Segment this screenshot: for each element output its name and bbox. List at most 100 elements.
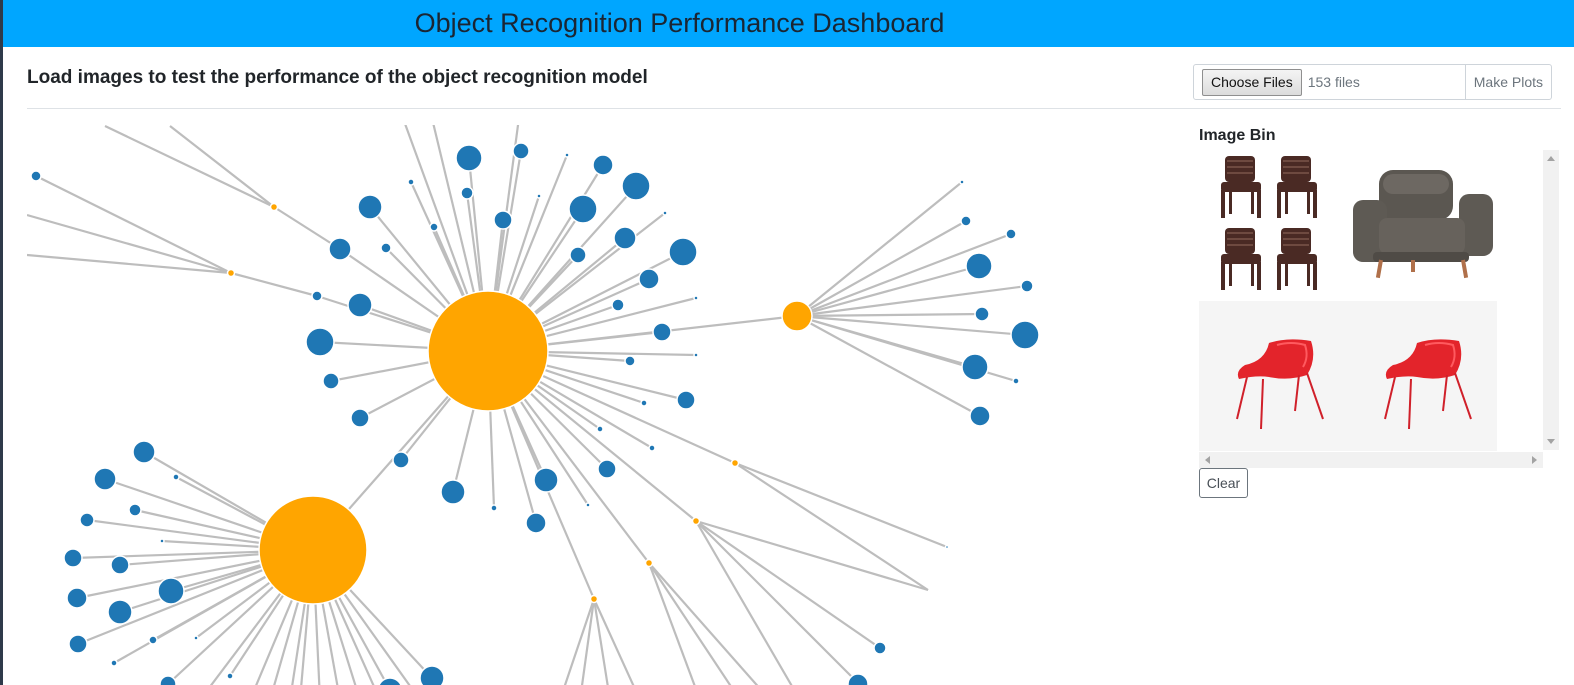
leaf-node[interactable]	[668, 237, 698, 267]
hub-node[interactable]	[589, 594, 599, 604]
leaf-node[interactable]	[569, 246, 587, 264]
leaf-node[interactable]	[611, 298, 625, 312]
leaf-node[interactable]	[328, 237, 352, 261]
leaf-node[interactable]	[159, 675, 177, 685]
page-title: Object Recognition Performance Dashboard	[414, 8, 945, 38]
leaf-node[interactable]	[93, 467, 117, 491]
leaf-node[interactable]	[63, 548, 83, 568]
leaf-node[interactable]	[693, 295, 699, 301]
leaf-node[interactable]	[350, 408, 370, 428]
leaf-node[interactable]	[676, 390, 696, 410]
leaf-node[interactable]	[960, 215, 972, 227]
leaf-node[interactable]	[193, 635, 199, 641]
leaf-node[interactable]	[597, 459, 617, 479]
leaf-node[interactable]	[460, 186, 474, 200]
image-bin-panel[interactable]	[1199, 150, 1559, 468]
leaf-node[interactable]	[959, 179, 965, 185]
leaf-node[interactable]	[493, 210, 513, 230]
leaf-node[interactable]	[322, 372, 340, 390]
leaf-node[interactable]	[1005, 228, 1017, 240]
leaf-node[interactable]	[79, 512, 95, 528]
leaf-node[interactable]	[159, 538, 165, 544]
leaf-node[interactable]	[107, 599, 133, 625]
leaf-node[interactable]	[512, 142, 530, 160]
leaf-node[interactable]	[638, 268, 660, 290]
horizontal-scrollbar[interactable]	[1199, 452, 1543, 468]
hub-node[interactable]	[644, 558, 654, 568]
leaf-node[interactable]	[311, 290, 323, 302]
leaf-node[interactable]	[440, 479, 466, 505]
leaf-node[interactable]	[157, 577, 185, 605]
leaf-node[interactable]	[1010, 320, 1040, 350]
leaf-node[interactable]	[652, 322, 672, 342]
leaf-node[interactable]	[378, 677, 402, 685]
leaf-node[interactable]	[965, 252, 993, 280]
scroll-left-arrow-icon[interactable]	[1205, 456, 1210, 464]
leaf-node[interactable]	[648, 444, 656, 452]
leaf-node[interactable]	[490, 504, 498, 512]
scroll-down-arrow-icon[interactable]	[1547, 439, 1555, 444]
make-plots-button[interactable]: Make Plots	[1464, 65, 1551, 99]
leaf-node[interactable]	[419, 665, 445, 685]
graph-edge	[695, 520, 793, 685]
leaf-node[interactable]	[357, 194, 383, 220]
leaf-node[interactable]	[148, 635, 158, 645]
leaf-node[interactable]	[640, 399, 648, 407]
hub-node[interactable]	[781, 300, 813, 332]
hub-node[interactable]	[691, 516, 701, 526]
clear-button[interactable]: Clear	[1199, 468, 1248, 498]
hub-node[interactable]	[269, 202, 279, 212]
leaf-node[interactable]	[592, 154, 614, 176]
graph-edge	[796, 315, 981, 417]
leaf-node[interactable]	[974, 306, 990, 322]
leaf-node[interactable]	[693, 352, 699, 358]
scroll-right-arrow-icon[interactable]	[1532, 456, 1537, 464]
leaf-node[interactable]	[662, 210, 668, 216]
leaf-node[interactable]	[961, 353, 989, 381]
leaf-node[interactable]	[30, 170, 42, 182]
graph-edge	[592, 598, 609, 685]
leaf-node[interactable]	[613, 226, 637, 250]
leaf-node[interactable]	[585, 502, 591, 508]
hub-node[interactable]	[226, 268, 236, 278]
hub-node[interactable]	[730, 458, 740, 468]
leaf-node[interactable]	[226, 672, 234, 680]
leaf-node[interactable]	[128, 503, 142, 517]
leaf-node[interactable]	[455, 144, 483, 172]
leaf-node[interactable]	[536, 193, 542, 199]
leaf-node[interactable]	[66, 587, 88, 609]
leaf-node[interactable]	[110, 555, 130, 575]
vertical-scrollbar[interactable]	[1543, 150, 1559, 450]
leaf-node[interactable]	[1020, 279, 1034, 293]
leaf-node[interactable]	[132, 440, 156, 464]
leaf-node[interactable]	[525, 512, 547, 534]
leaf-node[interactable]	[533, 467, 559, 493]
leaf-node[interactable]	[624, 355, 636, 367]
leaf-node[interactable]	[110, 659, 118, 667]
hub-node[interactable]	[258, 495, 368, 605]
leaf-node[interactable]	[847, 673, 869, 685]
leaf-node[interactable]	[621, 171, 651, 201]
brown-stacking-chairs-image	[1221, 156, 1317, 290]
leaf-node[interactable]	[68, 634, 88, 654]
leaf-node[interactable]	[380, 242, 392, 254]
leaf-node[interactable]	[944, 544, 950, 550]
choose-files-button[interactable]: Choose Files	[1202, 68, 1302, 96]
scroll-up-arrow-icon[interactable]	[1547, 156, 1555, 161]
leaf-node[interactable]	[1012, 377, 1020, 385]
graph-edge	[35, 175, 232, 274]
leaf-node[interactable]	[407, 178, 415, 186]
leaf-node[interactable]	[596, 425, 604, 433]
leaf-node[interactable]	[969, 405, 991, 427]
hub-node[interactable]	[427, 290, 549, 412]
page-subtitle: Load images to test the performance of t…	[27, 67, 648, 88]
leaf-node[interactable]	[564, 152, 570, 158]
leaf-node[interactable]	[392, 451, 410, 469]
leaf-node[interactable]	[568, 194, 598, 224]
leaf-node[interactable]	[429, 222, 439, 232]
leaf-node[interactable]	[305, 327, 335, 357]
leaf-node[interactable]	[172, 473, 180, 481]
leaf-node[interactable]	[873, 641, 887, 655]
leaf-node[interactable]	[347, 292, 373, 318]
